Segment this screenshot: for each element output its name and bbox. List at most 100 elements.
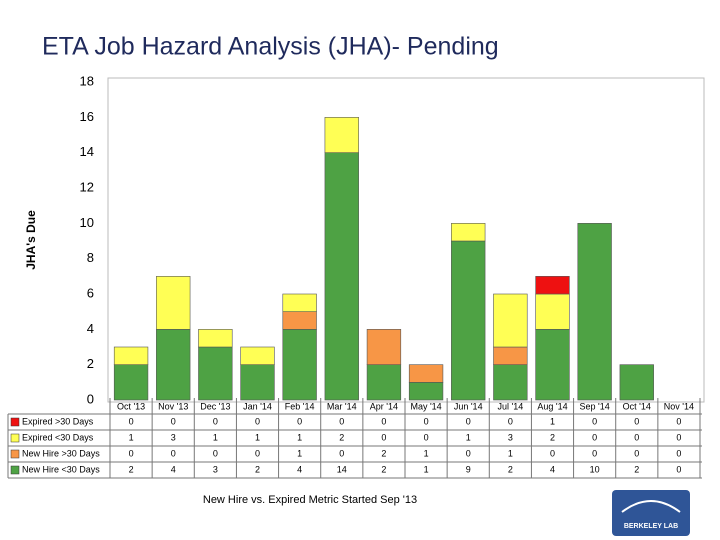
table-cell: 1	[508, 448, 513, 458]
x-tick-label: Nov '14	[664, 401, 694, 411]
table-cell: 1	[129, 432, 134, 442]
table-cell: 2	[550, 432, 555, 442]
y-tick-label: 16	[80, 109, 94, 124]
bar-segment	[577, 223, 612, 401]
bar-segment	[324, 117, 359, 153]
bar-segment	[324, 152, 359, 401]
table-cell: 2	[381, 448, 386, 458]
legend-label: New Hire <30 Days	[22, 464, 100, 474]
y-tick-label: 0	[87, 391, 94, 406]
table-cell: 2	[339, 432, 344, 442]
bar-segment	[198, 329, 233, 348]
bar-segment	[493, 364, 528, 401]
bar-segment	[282, 329, 317, 401]
table-cell: 0	[339, 416, 344, 426]
x-tick-label: Dec '13	[200, 401, 230, 411]
x-tick-label: Mar '14	[327, 401, 357, 411]
bar-segment	[113, 364, 149, 401]
table-cell: 2	[508, 464, 513, 474]
table-cell: 0	[424, 432, 429, 442]
x-tick-label: Feb '14	[285, 401, 315, 411]
table-cell: 0	[213, 448, 218, 458]
y-axis-label: JHA's Due	[24, 210, 38, 270]
table-cell: 0	[381, 432, 386, 442]
bar-segment	[366, 329, 402, 365]
table-cell: 0	[592, 416, 597, 426]
table-cell: 0	[255, 448, 260, 458]
bar-segment	[619, 364, 654, 401]
x-tick-label: Oct '14	[623, 401, 651, 411]
y-tick-label: 8	[87, 250, 94, 265]
bar-segment	[451, 223, 486, 242]
chart-title: ETA Job Hazard Analysis (JHA)- Pending	[42, 33, 499, 61]
x-tick-label: Nov '13	[158, 401, 188, 411]
x-tick-label: Oct '13	[117, 401, 145, 411]
bar-segment	[366, 364, 402, 401]
table-cell: 0	[592, 448, 597, 458]
y-tick-label: 18	[80, 73, 94, 88]
table-cell: 0	[171, 416, 176, 426]
legend-label: Expired <30 Days	[22, 432, 94, 442]
bar-segment	[282, 311, 317, 330]
legend-swatch	[10, 417, 20, 427]
table-cell: 0	[508, 416, 513, 426]
plot-area	[107, 77, 705, 403]
bar-segment	[198, 346, 233, 401]
y-tick-label: 12	[80, 179, 94, 194]
table-cell: 1	[297, 432, 302, 442]
table-cell: 1	[297, 448, 302, 458]
x-tick-label: Jan '14	[243, 401, 272, 411]
table-cell: 3	[508, 432, 513, 442]
table-cell: 0	[297, 416, 302, 426]
bar-segment	[282, 293, 317, 312]
table-cell: 1	[424, 464, 429, 474]
table-cell: 1	[550, 416, 555, 426]
table-cell: 0	[171, 448, 176, 458]
table-cell: 1	[255, 432, 260, 442]
bar-segment	[451, 240, 486, 401]
legend-label: Expired >30 Days	[22, 416, 94, 426]
y-tick-label: 14	[80, 144, 94, 159]
table-cell: 9	[466, 464, 471, 474]
y-tick-label: 2	[87, 356, 94, 371]
logo-text: BERKELEY LAB	[624, 523, 678, 530]
bar-segment	[240, 346, 275, 365]
bar-segment	[535, 293, 570, 330]
table-cell: 0	[466, 416, 471, 426]
y-tick-label: 6	[87, 285, 94, 300]
table-cell: 0	[634, 416, 639, 426]
bar-segment	[493, 293, 528, 348]
bar-segment	[156, 329, 191, 401]
bar-segment	[408, 364, 444, 383]
bar-segment	[535, 329, 570, 401]
x-tick-label: Jul '14	[497, 401, 523, 411]
table-cell: 0	[339, 448, 344, 458]
logo-box	[612, 490, 690, 536]
legend-swatch	[10, 465, 20, 475]
x-tick-label: Sep '14	[580, 401, 610, 411]
table-cell: 0	[676, 464, 681, 474]
x-tick-label: Aug '14	[537, 401, 567, 411]
table-cell: 0	[676, 416, 681, 426]
legend-swatch	[10, 449, 20, 459]
table-cell: 0	[213, 416, 218, 426]
table-cell: 3	[171, 432, 176, 442]
table-cell: 4	[550, 464, 555, 474]
table-cell: 0	[381, 416, 386, 426]
x-tick-label: Jun '14	[454, 401, 483, 411]
table-cell: 10	[590, 464, 600, 474]
table-cell: 0	[550, 448, 555, 458]
table-cell: 1	[466, 432, 471, 442]
bar-segment	[408, 382, 444, 401]
table-cell: 2	[381, 464, 386, 474]
x-tick-label: Apr '14	[370, 401, 398, 411]
bar-segment	[535, 276, 570, 295]
table-cell: 0	[129, 416, 134, 426]
y-tick-label: 4	[87, 321, 94, 336]
table-cell: 0	[466, 448, 471, 458]
table-cell: 14	[337, 464, 347, 474]
table-cell: 1	[213, 432, 218, 442]
bar-segment	[240, 364, 275, 401]
legend-label: New Hire >30 Days	[22, 448, 100, 458]
